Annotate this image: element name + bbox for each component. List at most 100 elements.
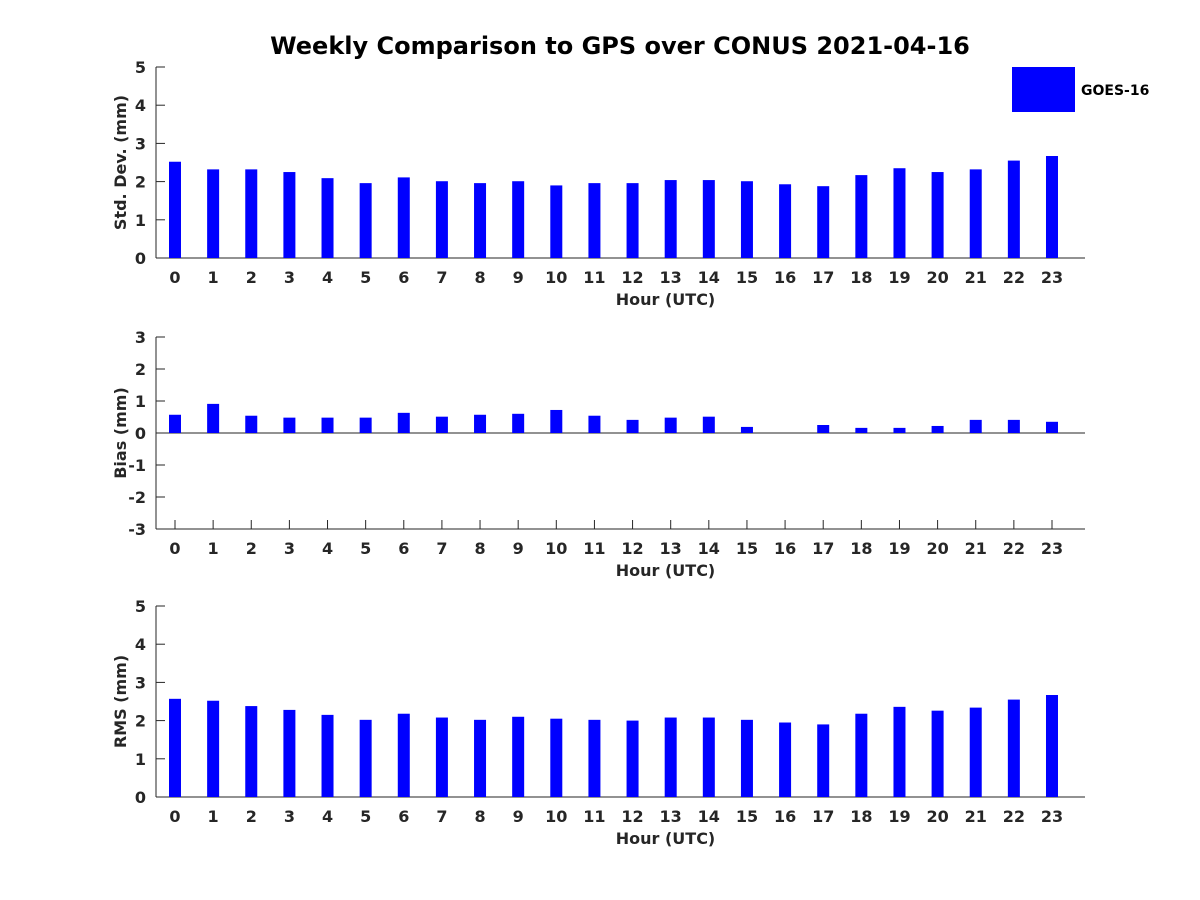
x-tick-label: 18 [850,268,872,287]
bar-bias-hour-17 [817,425,830,433]
y-tick-label: 5 [135,597,146,616]
y-tick-label: 4 [135,96,146,115]
x-tick-label: 18 [850,807,872,826]
x-tick-label: 21 [965,268,987,287]
x-tick-label: 13 [660,539,682,558]
x-tick-label: 22 [1003,268,1025,287]
bar-std-dev-hour-8 [474,183,487,258]
bar-std-dev-hour-1 [207,169,220,258]
bar-std-dev-hour-3 [283,172,296,258]
bar-bias-hour-1 [207,403,220,433]
x-tick-label: 20 [926,268,948,287]
x-tick-label: 3 [284,268,295,287]
bar-bias-hour-15 [740,426,753,433]
x-tick-label: 22 [1003,539,1025,558]
x-tick-label: 17 [812,539,834,558]
x-tick-label: 16 [774,268,796,287]
bar-std-dev-hour-16 [779,184,792,258]
y-tick-label: 3 [135,134,146,153]
x-tick-label: 19 [888,268,910,287]
bar-bias-hour-23 [1045,421,1058,433]
x-tick-label: 1 [208,807,219,826]
y-axis-label: Std. Dev. (mm) [111,95,130,230]
bar-std-dev-hour-2 [245,169,258,258]
x-tick-label: 7 [436,539,447,558]
y-tick-label: 5 [135,58,146,77]
x-axis-label: Hour (UTC) [616,829,716,848]
bar-std-dev-hour-19 [893,168,906,258]
x-tick-label: 14 [698,807,720,826]
x-tick-label: 6 [398,268,409,287]
x-tick-label: 15 [736,539,758,558]
bar-rms-hour-3 [283,709,296,797]
legend: GOES-16 [1012,67,1149,112]
x-tick-label: 2 [246,268,257,287]
x-tick-label: 5 [360,268,371,287]
y-tick-label: 0 [135,249,146,268]
bar-std-dev-hour-9 [512,181,525,258]
bar-rms-hour-22 [1007,699,1020,797]
bar-std-dev-hour-23 [1045,156,1058,258]
x-tick-label: 20 [926,807,948,826]
x-tick-label: 10 [545,539,567,558]
x-tick-label: 5 [360,807,371,826]
x-tick-label: 4 [322,268,333,287]
bar-rms-hour-15 [740,719,753,797]
x-tick-label: 14 [698,268,720,287]
x-tick-label: 8 [474,539,485,558]
bar-std-dev-hour-10 [550,185,563,258]
bar-rms-hour-17 [817,724,830,797]
y-tick-label: 2 [135,360,146,379]
x-tick-label: 17 [812,807,834,826]
x-tick-label: 4 [322,807,333,826]
bar-bias-hour-4 [321,417,334,433]
bar-bias-hour-7 [435,416,448,433]
x-tick-label: 23 [1041,268,1063,287]
bar-rms-hour-9 [512,716,525,797]
bar-rms-hour-4 [321,714,334,797]
x-tick-label: 6 [398,807,409,826]
bar-rms-hour-23 [1045,695,1058,797]
x-tick-label: 1 [208,268,219,287]
x-tick-label: 22 [1003,807,1025,826]
chart-title: Weekly Comparison to GPS over CONUS 2021… [270,32,970,60]
bar-rms-hour-20 [931,710,944,797]
bar-rms-hour-7 [435,717,448,797]
x-tick-label: 7 [436,807,447,826]
bar-std-dev-hour-15 [740,181,753,258]
y-tick-label: 2 [135,173,146,192]
y-tick-label: -3 [128,520,146,539]
bar-std-dev-hour-18 [855,175,868,258]
bar-std-dev-hour-6 [397,177,410,258]
bar-bias-hour-11 [588,415,601,433]
x-tick-label: 23 [1041,807,1063,826]
bar-rms-hour-10 [550,718,563,797]
bar-bias-hour-3 [283,417,296,433]
y-axis-label: RMS (mm) [111,655,130,748]
bar-std-dev-hour-11 [588,183,601,258]
bar-std-dev-hour-12 [626,183,639,258]
x-tick-label: 19 [888,807,910,826]
bar-bias-hour-21 [969,419,982,433]
bar-std-dev-hour-13 [664,180,677,258]
y-tick-label: 3 [135,673,146,692]
bar-bias-hour-8 [474,414,487,433]
bar-rms-hour-6 [397,713,410,797]
bar-std-dev-hour-14 [702,180,715,258]
x-tick-label: 21 [965,807,987,826]
x-tick-label: 19 [888,539,910,558]
bar-std-dev-hour-4 [321,178,334,258]
x-tick-label: 10 [545,268,567,287]
x-tick-label: 16 [774,807,796,826]
x-axis-label: Hour (UTC) [616,290,716,309]
x-tick-label: 11 [583,807,605,826]
bar-bias-hour-14 [702,416,715,433]
x-tick-label: 12 [621,268,643,287]
legend-swatch [1012,67,1075,112]
y-tick-label: -1 [128,456,146,475]
bar-bias-hour-0 [169,414,181,433]
bar-bias-hour-9 [512,413,525,433]
